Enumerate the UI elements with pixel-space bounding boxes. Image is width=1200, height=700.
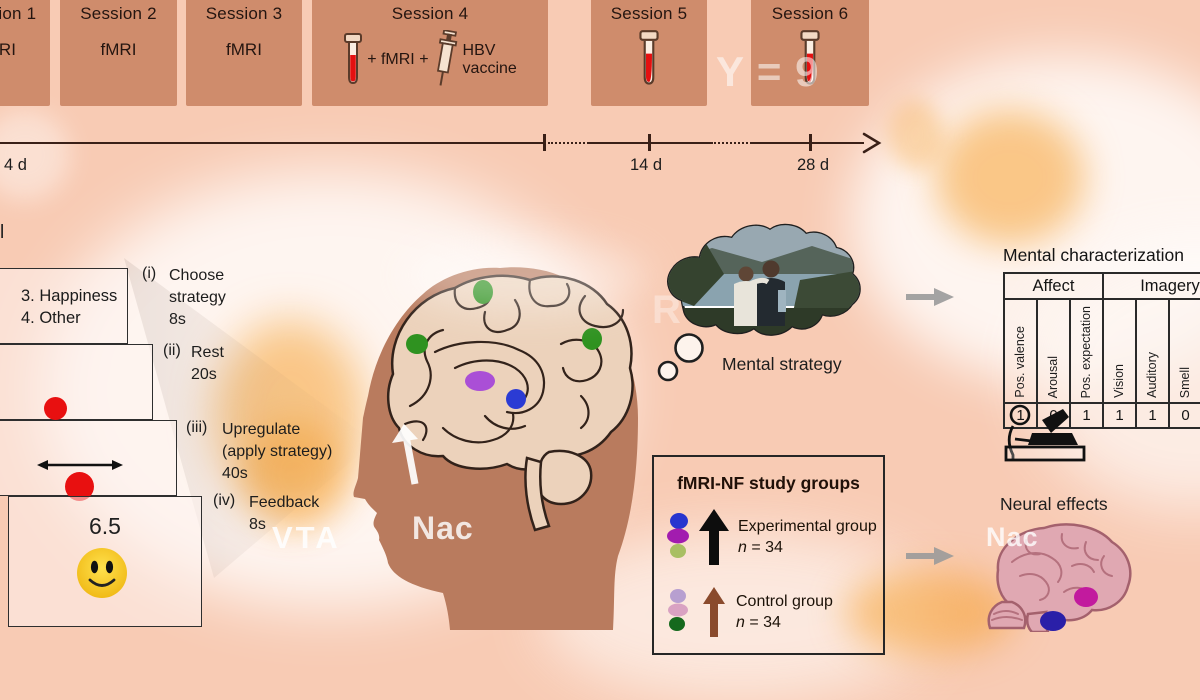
step-1-number: (i) — [142, 265, 157, 282]
column-vision: Vision — [1112, 364, 1127, 398]
session-2-box: Session 2 fMRI — [60, 0, 177, 106]
column-pos-valence: Pos. valence — [1013, 326, 1028, 398]
syringe-icon — [436, 30, 457, 86]
value-smell: 0 — [1170, 404, 1200, 427]
neural-effects-label: Neural effects — [1000, 494, 1108, 514]
column-auditory: Auditory — [1145, 352, 1160, 398]
blood-vial-icon — [639, 30, 659, 85]
step-3-number: (iii) — [186, 419, 208, 436]
session-4-label: Session 4 — [391, 4, 469, 23]
column-pos-expectation: Pos. expectation — [1079, 305, 1094, 398]
value-vision: 1 — [1104, 404, 1137, 427]
memory-photo — [668, 225, 860, 335]
step-4-number: (iv) — [213, 492, 236, 509]
value-auditory: 1 — [1137, 404, 1170, 427]
blood-vial-icon — [344, 33, 363, 85]
thought-bubble-small — [657, 360, 679, 382]
timeline-label-4d: 4 d — [4, 156, 27, 174]
double-arrow-icon — [37, 460, 123, 470]
person-at-laptop-icon — [1004, 404, 1086, 462]
thought-cloud — [657, 223, 861, 382]
roi-dot-blue — [506, 389, 526, 409]
menu-item-4: 4. Other — [21, 309, 81, 327]
session-4-hbv-line2: vaccine — [462, 60, 517, 77]
watermark-y9: Y = 9 — [716, 48, 820, 95]
timeline-tick-28d — [809, 134, 812, 151]
session-3-box: Session 3 fMRI — [186, 0, 302, 106]
feedback-score: 6.5 — [89, 513, 121, 539]
result-dot-blue — [1040, 611, 1066, 631]
card-strategy-menu: 3. Happiness 4. Other — [0, 268, 128, 344]
roi-dot-purple — [465, 371, 495, 391]
menu-item-3: 3. Happiness — [21, 287, 118, 305]
flow-arrow-top — [906, 288, 954, 306]
group-header-affect: Affect — [1005, 274, 1104, 298]
experimental-group-label: Experimental group — [738, 518, 877, 535]
vta-label: VTA — [272, 520, 341, 555]
rest-dot — [44, 397, 67, 420]
result-nac-label: Nac — [986, 522, 1039, 552]
timeline-arrowhead — [862, 132, 882, 154]
session-3-content: fMRI — [226, 40, 262, 59]
step-2-number: (ii) — [163, 342, 181, 359]
group-header-imagery: Imagery — [1140, 276, 1200, 295]
experimental-group-row: Experimental group n = 34 — [666, 509, 877, 565]
smiley-face-icon — [77, 548, 127, 598]
timeline-dots-2 — [711, 142, 752, 144]
session-2-content: fMRI — [100, 40, 137, 59]
session-1-box: Session 1 fMRI — [0, 0, 50, 106]
card-feedback: 6.5 — [8, 496, 202, 627]
experimental-roi-dots-icon — [667, 513, 689, 558]
blood-vial-icon — [800, 30, 820, 85]
session-4-content: + fMRI + — [367, 51, 429, 68]
result-dot-magenta — [1074, 587, 1098, 607]
brain-outline — [386, 274, 634, 471]
roi-dot-green-right — [582, 328, 602, 350]
session-4-box: Session 4 + fMRI + HBV vaccine — [312, 0, 548, 106]
session-6-label: Session 6 — [771, 4, 849, 23]
timeline-label-28d: 28 d — [797, 156, 830, 174]
timeline-segment-3 — [752, 142, 864, 144]
roi-dot-green-top — [473, 280, 493, 304]
cropped-text-fragment: l — [0, 222, 5, 243]
session-2-label: Session 2 — [80, 4, 157, 23]
session-6-box: Session 6 — [751, 0, 869, 106]
flow-arrow-bottom — [906, 547, 954, 565]
session-5-box: Session 5 — [591, 0, 707, 106]
timeline-segment-1 — [0, 142, 544, 144]
roi-dot-green-left — [406, 334, 428, 354]
mental-strategy-label: Mental strategy — [722, 354, 842, 374]
session-4-hbv-line1: HBV — [462, 42, 496, 59]
step-choose-strategy: (i) Choose strategy 8s — [142, 265, 226, 328]
thought-bubble-large — [674, 333, 704, 363]
step-upregulate: (iii) Upregulate (apply strategy) 40s — [186, 419, 333, 482]
session-3-label: Session 3 — [205, 4, 283, 23]
control-group-label: Control group — [736, 593, 833, 610]
nac-label: Nac — [412, 510, 474, 546]
session-5-label: Session 5 — [610, 4, 688, 23]
session-1-label: Session 1 — [0, 4, 37, 23]
step-rest: (ii) Rest 20s — [163, 342, 224, 383]
experimental-up-arrow-icon — [699, 509, 729, 565]
study-groups-box: fMRI-NF study groups Experimental group … — [652, 455, 885, 655]
characterization-title: Mental characterization — [1003, 245, 1184, 265]
card-rest — [0, 344, 153, 420]
timeline-dots-1 — [548, 142, 589, 144]
timeline-tick-14d — [648, 134, 651, 151]
timeline-label-14d: 14 d — [630, 156, 663, 174]
card-upregulate — [0, 420, 177, 501]
timeline-tick-1 — [543, 134, 546, 151]
head-brain-illustration — [353, 267, 638, 630]
study-groups-title: fMRI-NF study groups — [677, 473, 860, 493]
column-arousal: Arousal — [1046, 355, 1061, 398]
session-1-content: fMRI — [0, 40, 16, 59]
column-smell: Smell — [1178, 366, 1193, 398]
brain-cerebellum — [535, 449, 593, 506]
